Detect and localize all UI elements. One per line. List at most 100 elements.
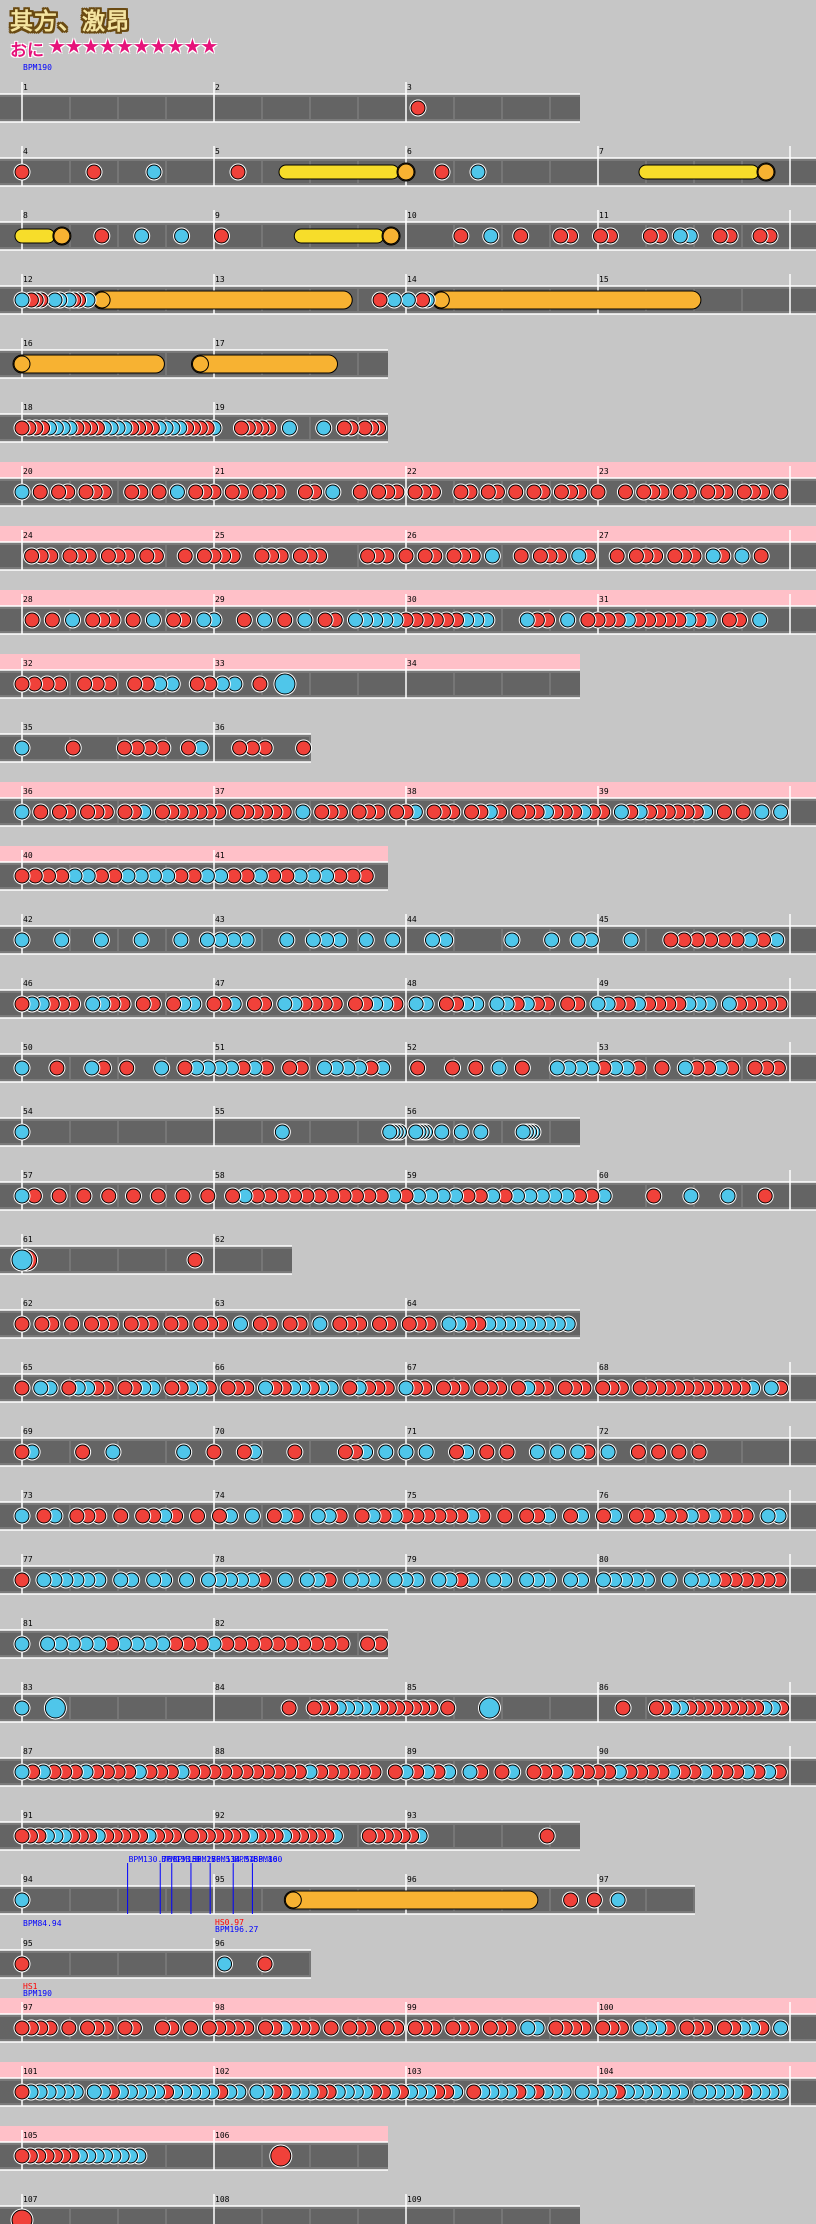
don-note — [232, 740, 248, 756]
ka-note — [677, 1060, 693, 1076]
ka-note — [491, 1060, 507, 1076]
don-note — [449, 1444, 465, 1460]
ka-note — [520, 2020, 536, 2036]
don-note — [532, 548, 548, 564]
don-note — [258, 2020, 274, 2036]
measure-number: 36 — [23, 787, 33, 796]
don-note — [281, 1700, 297, 1716]
don-note — [78, 484, 94, 500]
measure-number: 55 — [215, 1107, 225, 1116]
gogo-band — [0, 654, 580, 670]
don-note — [14, 2084, 30, 2100]
don-note — [372, 1316, 388, 1332]
don-note — [615, 1700, 631, 1716]
ka-note — [408, 996, 424, 1012]
don-note — [586, 1892, 602, 1908]
measure-number: 72 — [599, 1427, 609, 1436]
measure-number: 103 — [407, 2067, 422, 2076]
ka-note — [672, 228, 688, 244]
don-note — [150, 1188, 166, 1204]
don-note — [691, 1444, 707, 1460]
measure-number: 36 — [215, 723, 225, 732]
ka-note — [570, 932, 586, 948]
ka-note — [258, 1380, 274, 1396]
ka-note — [418, 1444, 434, 1460]
don-note — [426, 804, 442, 820]
ka-note — [519, 612, 535, 628]
ka-note — [378, 1444, 394, 1460]
don-note — [539, 1828, 555, 1844]
measure-number: 46 — [23, 979, 33, 988]
measure-number: 39 — [599, 787, 609, 796]
ka-note — [249, 2084, 265, 2100]
don-note — [514, 1060, 530, 1076]
ka-note — [93, 932, 109, 948]
ka-note — [281, 420, 297, 436]
don-note — [34, 1316, 50, 1332]
ka-note — [146, 1572, 162, 1588]
measure-number: 70 — [215, 1427, 225, 1436]
don-note — [282, 1316, 298, 1332]
balloon-head — [93, 291, 111, 309]
don-note — [119, 1060, 135, 1076]
measure-number: 50 — [23, 1043, 33, 1052]
measure-number: 64 — [407, 1299, 417, 1308]
don-note — [225, 1188, 241, 1204]
don-note — [434, 164, 450, 180]
don-note — [445, 2020, 461, 2036]
ka-note — [14, 1700, 30, 1716]
don-note — [80, 804, 96, 820]
measure-number: 5 — [215, 147, 220, 156]
measure-number: 41 — [215, 851, 225, 860]
ka-note — [486, 1572, 502, 1588]
ka-note — [14, 932, 30, 948]
don-note — [453, 484, 469, 500]
don-note — [14, 1828, 30, 1844]
don-note — [445, 1060, 461, 1076]
measure-number: 80 — [599, 1555, 609, 1564]
balloon-head — [757, 163, 775, 181]
ka-note — [54, 932, 70, 948]
measure-number: 10 — [407, 211, 417, 220]
ka-note — [721, 996, 737, 1012]
measure-number: 97 — [23, 2003, 33, 2012]
don-note — [757, 1188, 773, 1204]
don-note — [632, 1380, 648, 1396]
measure-number: 47 — [215, 979, 225, 988]
don-note — [224, 484, 240, 500]
ka-note — [574, 2084, 590, 2100]
ka-note — [295, 804, 311, 820]
don-note — [563, 1892, 579, 1908]
ka-note — [154, 1060, 170, 1076]
ka-note — [595, 1572, 611, 1588]
don-note — [125, 612, 141, 628]
roll-note — [638, 164, 760, 180]
ka-note — [14, 1892, 30, 1908]
measure-number: 71 — [407, 1427, 417, 1436]
gogo-band — [0, 2062, 816, 2078]
don-note — [77, 676, 93, 692]
measure-number: 76 — [599, 1491, 609, 1500]
measure-number: 79 — [407, 1555, 417, 1564]
measure-number: 49 — [599, 979, 609, 988]
gogo-band — [0, 1998, 816, 2014]
measure-number: 24 — [23, 531, 33, 540]
ka-note — [683, 1572, 699, 1588]
measure-number: 109 — [407, 2195, 422, 2204]
ka-note — [519, 1572, 535, 1588]
measure-number: 54 — [23, 1107, 33, 1116]
ka-note — [105, 1444, 121, 1460]
don-note — [499, 1444, 515, 1460]
measure-number: 82 — [215, 1619, 225, 1628]
ka-note — [217, 1956, 233, 1972]
measure-number: 26 — [407, 531, 417, 540]
don-note — [14, 676, 30, 692]
measure-number: 15 — [599, 275, 609, 284]
balloon-head — [284, 1891, 302, 1909]
don-note — [595, 1380, 611, 1396]
measure-number: 78 — [215, 1555, 225, 1564]
don-note — [712, 228, 728, 244]
measure-number: 28 — [23, 595, 33, 604]
gogo-band — [0, 782, 816, 798]
measure-number: 44 — [407, 915, 417, 924]
